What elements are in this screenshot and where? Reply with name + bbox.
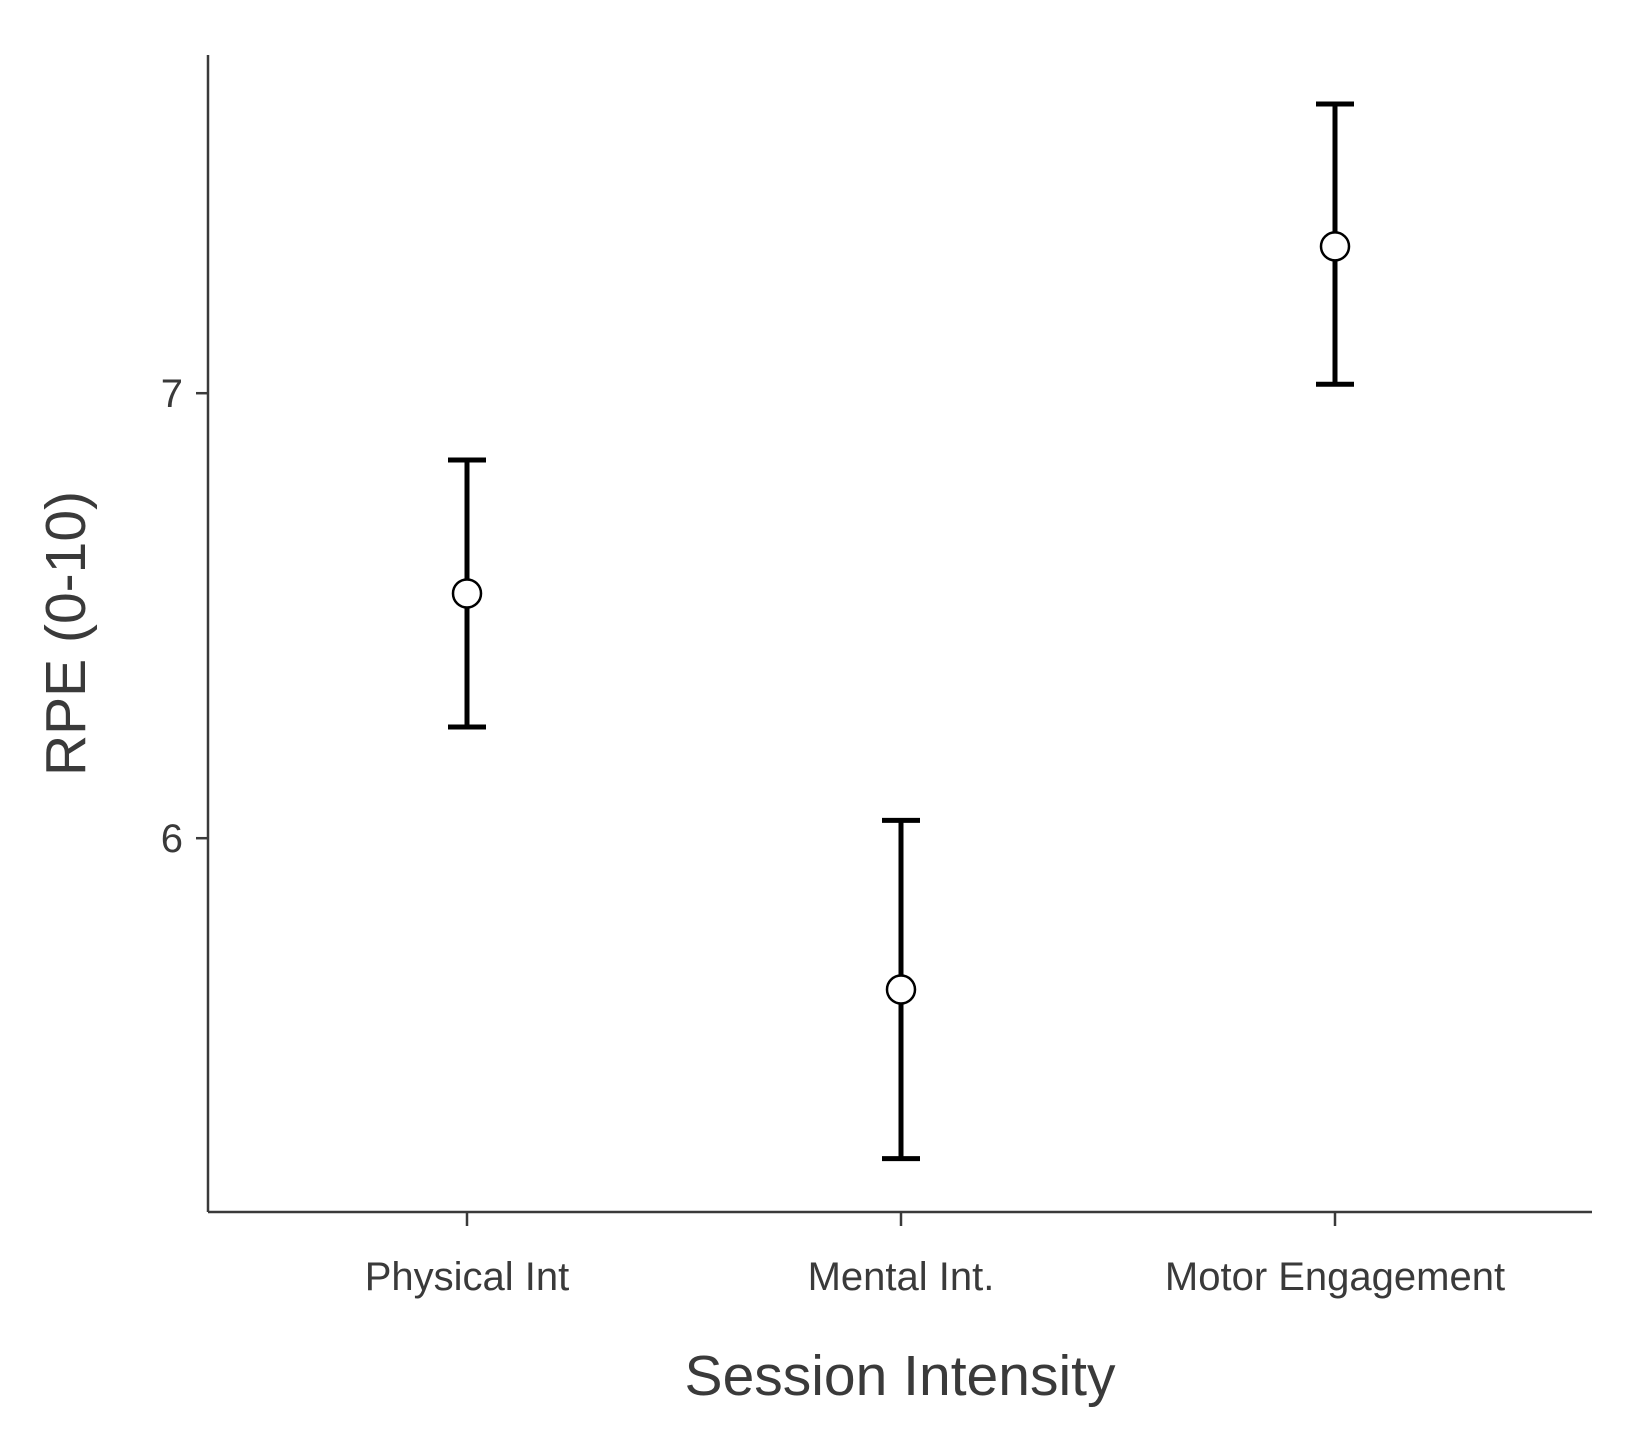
x-axis-title: Session Intensity [685,1344,1116,1408]
data-marks [448,101,1354,1162]
data-point [885,974,917,1005]
error-bar-group [882,817,920,1162]
data-point [1319,231,1351,262]
x-ticks: Physical Int Mental Int. Motor Engagement [365,1212,1505,1299]
error-bar-group [448,457,486,730]
y-tick-label: 7 [161,372,183,416]
y-ticks: 67 [161,372,208,861]
error-bar-group [1316,101,1354,387]
y-axis-title: RPE (0-10) [34,491,98,776]
x-tick-label: Mental Int. [808,1255,995,1299]
x-tick-label: Physical Int [365,1255,570,1299]
y-tick-label: 6 [161,817,183,861]
data-point [451,578,483,609]
x-tick-label: Motor Engagement [1165,1255,1505,1299]
